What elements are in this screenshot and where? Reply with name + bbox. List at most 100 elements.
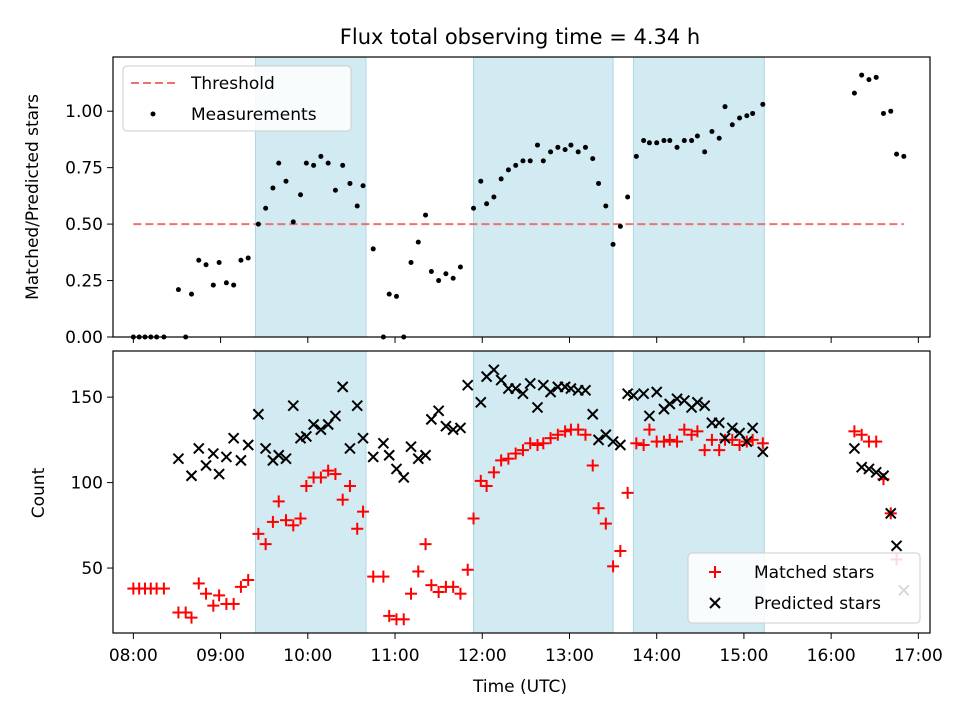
legend-matched-label: Matched stars (754, 563, 874, 583)
predicted-star-marker (885, 507, 897, 520)
x-tick-label: 13:00 (545, 646, 594, 666)
matched-star-marker (213, 589, 226, 602)
matched-star-marker (467, 512, 480, 525)
predicted-star-marker (475, 396, 487, 408)
measurement-point (223, 280, 229, 286)
measurement-point (610, 241, 616, 247)
predicted-star-marker (235, 454, 247, 467)
measurement-point (674, 144, 680, 150)
predicted-star-marker (627, 389, 640, 402)
matched-star-marker (287, 519, 300, 532)
matched-star-marker (432, 585, 445, 598)
matched-star-marker (200, 587, 213, 600)
predicted-star-marker (848, 442, 861, 455)
predicted-star-marker (726, 422, 738, 434)
x-tick-label: 14:00 (632, 646, 681, 666)
matched-star-marker (524, 437, 537, 450)
matched-star-marker (592, 502, 605, 515)
measurement-point (354, 203, 360, 209)
matched-star-marker (412, 565, 425, 578)
measurement-point (750, 110, 756, 116)
measurement-point (263, 205, 269, 211)
bottom-y-ticks: 50 100 150 (71, 388, 113, 579)
matched-star-marker (713, 444, 726, 457)
matched-stars-points (127, 423, 903, 626)
measurement-point (423, 212, 429, 218)
measurement-point (534, 142, 540, 148)
legend-measurements-swatch (150, 111, 156, 117)
predicted-star-marker (185, 470, 198, 482)
measurement-point (716, 135, 722, 141)
measurement-point (255, 221, 261, 227)
matched-star-marker (405, 587, 418, 600)
measurement-point (760, 101, 766, 107)
measurement-point (851, 90, 857, 96)
predicted-star-marker (757, 446, 769, 458)
observing-window (632, 56, 765, 338)
matched-star-marker (559, 425, 572, 438)
predicted-star-marker (855, 461, 868, 473)
x-tick-label: 12:00 (458, 646, 507, 666)
measurement-point (901, 153, 907, 159)
x-tick-label: 10:00 (283, 646, 332, 666)
x-tick-label: 11:00 (371, 646, 420, 666)
top-x-ticks (132, 337, 919, 343)
top-y-ticks: 0.00 0.25 0.50 0.75 1.00 (65, 102, 113, 348)
measurement-point (471, 205, 477, 211)
y-tick-label: 0.75 (65, 159, 103, 179)
predicted-star-marker (592, 434, 605, 446)
predicted-star-marker (462, 379, 474, 391)
predicted-star-marker (273, 449, 285, 461)
predicted-star-marker (259, 442, 272, 455)
top-plot-frame (112, 56, 931, 338)
measurement-point (325, 160, 331, 166)
measurement-point (210, 282, 216, 288)
matched-star-marker (586, 459, 599, 472)
measurement-point (428, 269, 434, 275)
predicted-star-marker (220, 451, 233, 463)
matched-star-marker (294, 512, 307, 525)
measurement-point (238, 257, 244, 263)
matched-star-marker (495, 454, 508, 467)
matched-star-marker (425, 579, 438, 592)
measurement-point (436, 278, 442, 284)
predicted-star-marker (650, 386, 663, 398)
predicted-star-marker (517, 388, 529, 400)
matched-star-marker (516, 444, 529, 457)
predicted-star-marker (252, 408, 265, 420)
x-tick-label: 15:00 (719, 646, 768, 666)
predicted-star-marker (719, 432, 731, 444)
matched-star-marker (207, 599, 220, 612)
matched-star-marker (663, 433, 676, 446)
y-tick-label: 150 (71, 388, 103, 408)
measurement-point (617, 223, 623, 229)
measurement-point (283, 178, 289, 184)
predicted-star-marker (890, 540, 903, 552)
measurement-point (625, 194, 631, 200)
matched-star-marker (179, 606, 192, 619)
matched-star-marker (474, 474, 487, 487)
matched-star-marker (726, 433, 739, 446)
matched-star-marker (756, 437, 769, 450)
measurement-point (527, 158, 533, 164)
predicted-star-marker (193, 442, 205, 455)
predicted-star-marker (383, 449, 395, 461)
measurement-point (450, 275, 456, 281)
matched-star-marker (383, 609, 396, 622)
matched-star-marker (259, 538, 272, 551)
measurement-point (575, 149, 581, 155)
matched-star-marker (637, 439, 650, 451)
measurement-point (603, 203, 609, 209)
measurement-point (689, 138, 695, 144)
measurement-point (894, 151, 900, 157)
matched-star-marker (185, 611, 198, 624)
measurement-point (276, 160, 282, 166)
observing-window (473, 56, 614, 338)
measurement-point (245, 255, 251, 261)
predicted-star-marker (405, 441, 417, 453)
measurement-point (340, 162, 346, 168)
observing-window (473, 350, 614, 634)
predicted-star-marker (440, 420, 452, 432)
matched-star-marker (266, 515, 279, 528)
